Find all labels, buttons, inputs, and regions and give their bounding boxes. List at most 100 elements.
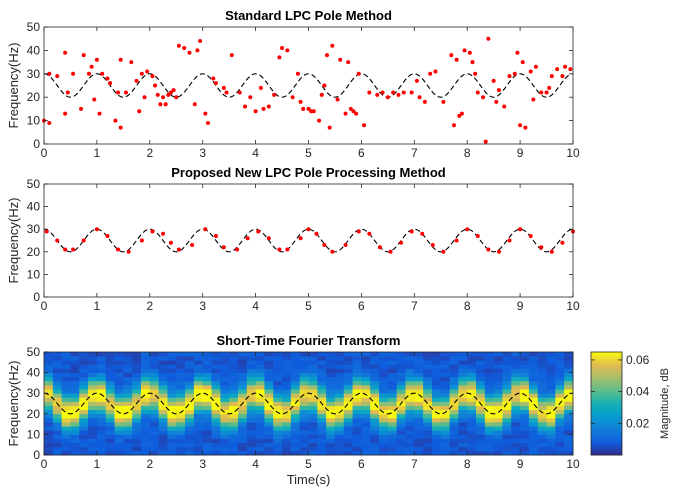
heatmap-cell [193, 389, 204, 394]
heatmap-cell [176, 442, 186, 448]
heatmap-cell [96, 380, 107, 386]
heatmap-cell [361, 356, 371, 361]
heatmap-cell [511, 360, 521, 365]
heatmap-cell [96, 430, 107, 435]
heatmap-cell [370, 352, 380, 357]
data-point [150, 74, 155, 79]
heatmap-cell [79, 384, 89, 390]
heatmap-cell [158, 422, 168, 427]
x-tick-label: 8 [464, 457, 471, 471]
heatmap-cell [123, 434, 133, 439]
colorbar-segment [591, 389, 622, 392]
data-point [518, 227, 523, 232]
heatmap-cell [79, 426, 89, 431]
heatmap-cell [290, 372, 301, 378]
heatmap-cell [290, 384, 301, 390]
heatmap-cell [476, 417, 486, 423]
data-point [158, 102, 163, 107]
heatmap-cell [158, 364, 168, 369]
heatmap-cell [326, 380, 336, 386]
data-point [190, 243, 195, 248]
heatmap-cell [405, 356, 415, 361]
heatmap-cell [52, 389, 63, 394]
heatmap-cell [70, 446, 80, 452]
heatmap-cell [326, 352, 336, 357]
heatmap-cell [88, 417, 98, 423]
heatmap-cell [334, 376, 345, 382]
colorbar-segment [591, 439, 622, 442]
data-point [457, 113, 462, 118]
heatmap-cell [264, 446, 274, 452]
heatmap-cell [79, 422, 89, 427]
heatmap-cell [237, 426, 248, 431]
heatmap-cell [229, 380, 239, 386]
data-point [213, 233, 218, 238]
heatmap-cell [211, 450, 221, 456]
heatmap-cell [114, 364, 124, 369]
heatmap-cell [431, 376, 442, 382]
heatmap-cell [193, 405, 204, 411]
heatmap-cell [299, 352, 309, 357]
heatmap-cell [202, 413, 212, 419]
heatmap-cell [202, 372, 212, 378]
heatmap-cell [370, 384, 380, 390]
heatmap-cell [185, 413, 195, 419]
heatmap-cell [352, 389, 362, 394]
heatmap-cell [88, 413, 98, 419]
heatmap-cell [255, 368, 265, 373]
heatmap-cell [44, 376, 54, 382]
heatmap-cell [255, 380, 265, 386]
heatmap-cell [79, 360, 89, 365]
data-point [150, 229, 155, 234]
data-point [243, 104, 248, 109]
heatmap-cell [70, 364, 80, 369]
heatmap-cell [326, 364, 336, 369]
heatmap-cell [61, 372, 71, 378]
heatmap-cell [193, 384, 204, 390]
heatmap-cell [132, 426, 142, 431]
heatmap-cell [158, 380, 168, 386]
heatmap-cell [387, 422, 398, 427]
heatmap-cell [237, 438, 248, 444]
heatmap-cell [440, 364, 450, 369]
data-point [539, 90, 544, 95]
heatmap-cell [96, 413, 107, 419]
heatmap-cell [396, 434, 406, 439]
heatmap-cell [537, 434, 547, 439]
data-point [409, 229, 414, 234]
reference-curve [43, 392, 574, 415]
heatmap-cell [343, 426, 353, 431]
heatmap-cell [555, 364, 565, 369]
heatmap-cell [467, 389, 477, 394]
heatmap-cell [520, 393, 530, 398]
heatmap-cell [167, 364, 177, 369]
heatmap-cell [282, 352, 292, 357]
heatmap-cell [326, 422, 336, 427]
heatmap-cell [528, 405, 539, 411]
heatmap-cell [44, 413, 54, 419]
heatmap-cell [96, 376, 107, 382]
heatmap-cell [520, 426, 530, 431]
x-tick-label: 9 [517, 457, 524, 471]
heatmap-cell [317, 372, 327, 378]
data-point [277, 55, 282, 60]
heatmap-cell [440, 413, 450, 419]
heatmap-cell [132, 360, 142, 365]
heatmap-cell [361, 397, 371, 402]
data-point [496, 249, 501, 254]
heatmap-cell [70, 422, 80, 427]
heatmap-cell [423, 422, 433, 427]
data-point [245, 236, 250, 241]
data-point [520, 60, 525, 65]
heatmap-cell [44, 393, 54, 398]
heatmap-cell [282, 442, 292, 448]
heatmap-cell [96, 401, 107, 406]
heatmap-cells [44, 352, 574, 456]
heatmap-cell [255, 397, 265, 402]
heatmap-cell [70, 401, 80, 406]
heatmap-cell [114, 393, 124, 398]
data-point [473, 71, 478, 76]
data-point [449, 53, 454, 58]
heatmap-cell [476, 356, 486, 361]
heatmap-cell [167, 422, 177, 427]
